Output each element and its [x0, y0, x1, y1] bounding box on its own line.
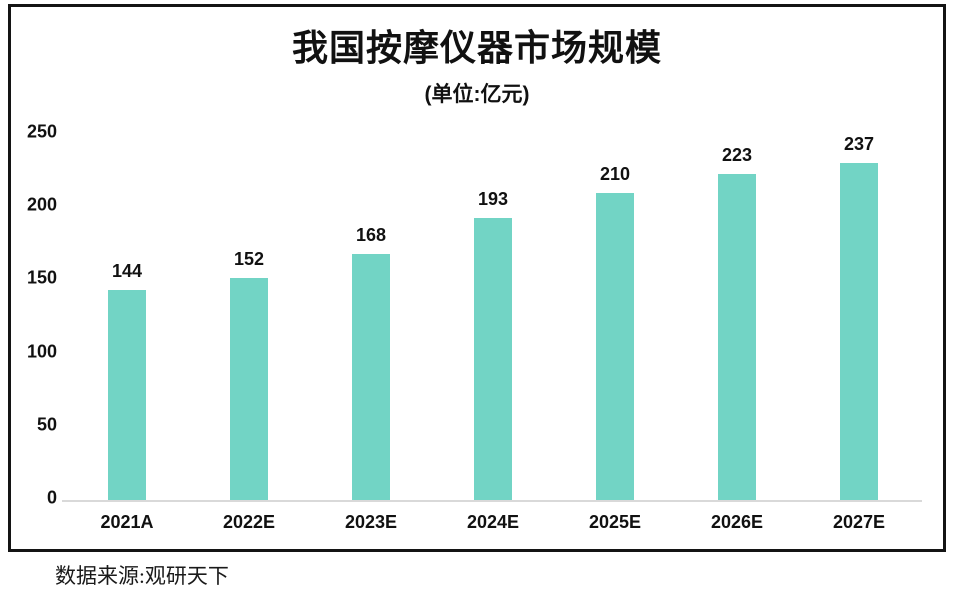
bar: [108, 289, 146, 501]
x-tick-label: 2026E: [710, 512, 764, 532]
bar-group: 210: [554, 134, 676, 501]
y-tick-label: 200: [26, 194, 57, 215]
bar-group: 237: [798, 134, 920, 501]
bar-value-label: 144: [111, 260, 143, 281]
chart-subtitle: (单位:亿元): [424, 83, 530, 106]
bar-value-label: 152: [233, 248, 265, 269]
y-tick-label: 250: [26, 121, 57, 142]
bar-group: 223: [676, 134, 798, 501]
y-tick-label: 50: [36, 414, 57, 435]
bar-group: 193: [432, 134, 554, 501]
data-source: 数据来源:观研天下: [55, 564, 229, 588]
chart-title: 我国按摩仪器市场规模: [291, 27, 662, 68]
x-tick-label: 2022E: [222, 512, 276, 532]
y-tick-label: 150: [26, 267, 57, 288]
x-tick-label: 2023E: [344, 512, 398, 532]
bar-value-label: 237: [843, 134, 875, 154]
bar-group: 144: [66, 134, 188, 501]
bar: [596, 192, 634, 501]
chart-frame: 我国按摩仪器市场规模 (单位:亿元) 0 50 100 150 200 250 144 15…: [8, 4, 946, 552]
bar-group: 152: [188, 134, 310, 501]
x-axis-labels: 2021A 2022E 2023E 2024E 2025E 2026E 2027E: [66, 512, 920, 538]
bar-value-label: 168: [355, 225, 387, 246]
bar: [474, 217, 512, 501]
x-tick-label: 2025E: [588, 512, 642, 532]
bar-value-label: 210: [599, 163, 631, 184]
bar: [840, 163, 878, 501]
x-tick-label: 2027E: [832, 512, 886, 532]
bar: [718, 173, 756, 501]
bar-value-label: 193: [477, 188, 509, 209]
x-axis-line: [62, 500, 922, 502]
plot-area: 144 152 168 193 210 223 237: [66, 134, 920, 501]
y-tick-label: 100: [26, 341, 57, 362]
bar: [352, 254, 390, 501]
bar-group: 168: [310, 134, 432, 501]
bar: [230, 277, 268, 501]
bar-value-label: 223: [721, 144, 753, 165]
y-tick-label: 0: [46, 487, 57, 508]
y-axis-labels: 0 50 100 150 200 250: [17, 122, 57, 508]
x-tick-label: 2024E: [466, 512, 520, 532]
x-tick-label: 2021A: [100, 512, 154, 532]
